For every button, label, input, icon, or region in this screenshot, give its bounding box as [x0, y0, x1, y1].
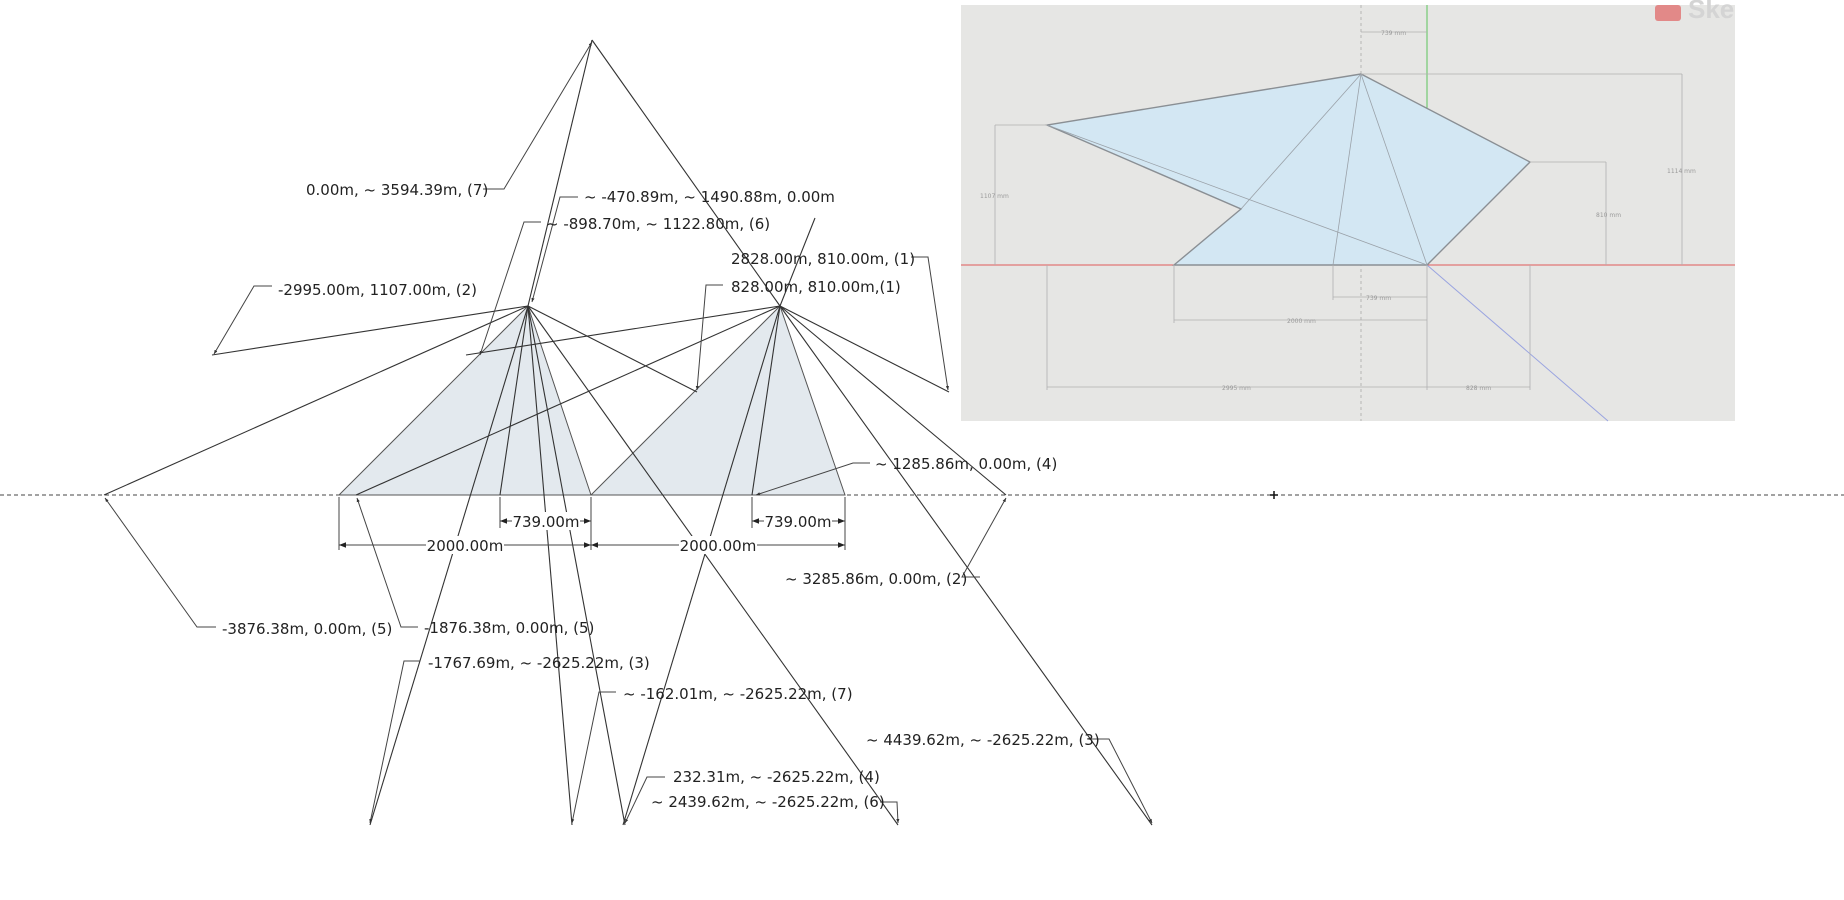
point-label: ~ 3285.86m, 0.00m, (2): [785, 570, 967, 588]
point-label: ~ -162.01m, ~ -2625.22m, (7): [623, 685, 853, 703]
reference-dim-text: 739 mm: [1366, 295, 1391, 302]
reference-logo-icon: [1655, 5, 1681, 21]
reference-dim-text: 828 mm: [1466, 385, 1491, 392]
reference-image: 739 mm 1107 mm 1114 mm 810 mm 739 mm 200…: [961, 0, 1735, 421]
dimension-label-739-right: 739.00m: [764, 513, 831, 531]
right-triangle: [591, 306, 845, 495]
point-label: 828.00m, 810.00m,(1): [731, 278, 901, 296]
dimension-label-739-left: 739.00m: [512, 513, 579, 531]
point-label: ~ -470.89m, ~ 1490.88m, 0.00m: [584, 188, 835, 206]
point-label: 0.00m, ~ 3594.39m, (7): [306, 181, 488, 199]
point-label: 2828.00m, 810.00m, (1): [731, 250, 915, 268]
point-label: ~ 1285.86m, 0.00m, (4): [875, 455, 1057, 473]
reference-dim-text: 1114 mm: [1667, 168, 1696, 175]
point-label: -1876.38m, 0.00m, (5): [424, 619, 594, 637]
reference-dim-text: 2995 mm: [1222, 385, 1251, 392]
reference-dim-text: 1107 mm: [980, 193, 1009, 200]
point-label: ~ -898.70m, ~ 1122.80m, (6): [546, 215, 770, 233]
point-label: -1767.69m, ~ -2625.22m, (3): [428, 654, 650, 672]
reference-logo: Ske: [1688, 0, 1734, 24]
point-label: 232.31m, ~ -2625.22m, (4): [673, 768, 880, 786]
reference-dim-text: 739 mm: [1381, 30, 1406, 37]
point-label: -2995.00m, 1107.00m, (2): [278, 281, 477, 299]
dimension-label-2000-right: 2000.00m: [680, 537, 757, 555]
point-label: -3876.38m, 0.00m, (5): [222, 620, 392, 638]
reference-dim-text: 2000 mm: [1287, 318, 1316, 325]
dimension-label-2000-left: 2000.00m: [427, 537, 504, 555]
point-label: ~ 2439.62m, ~ -2625.22m, (6): [651, 793, 885, 811]
reference-dim-text: 810 mm: [1596, 212, 1621, 219]
point-label: ~ 4439.62m, ~ -2625.22m, (3): [866, 731, 1100, 749]
